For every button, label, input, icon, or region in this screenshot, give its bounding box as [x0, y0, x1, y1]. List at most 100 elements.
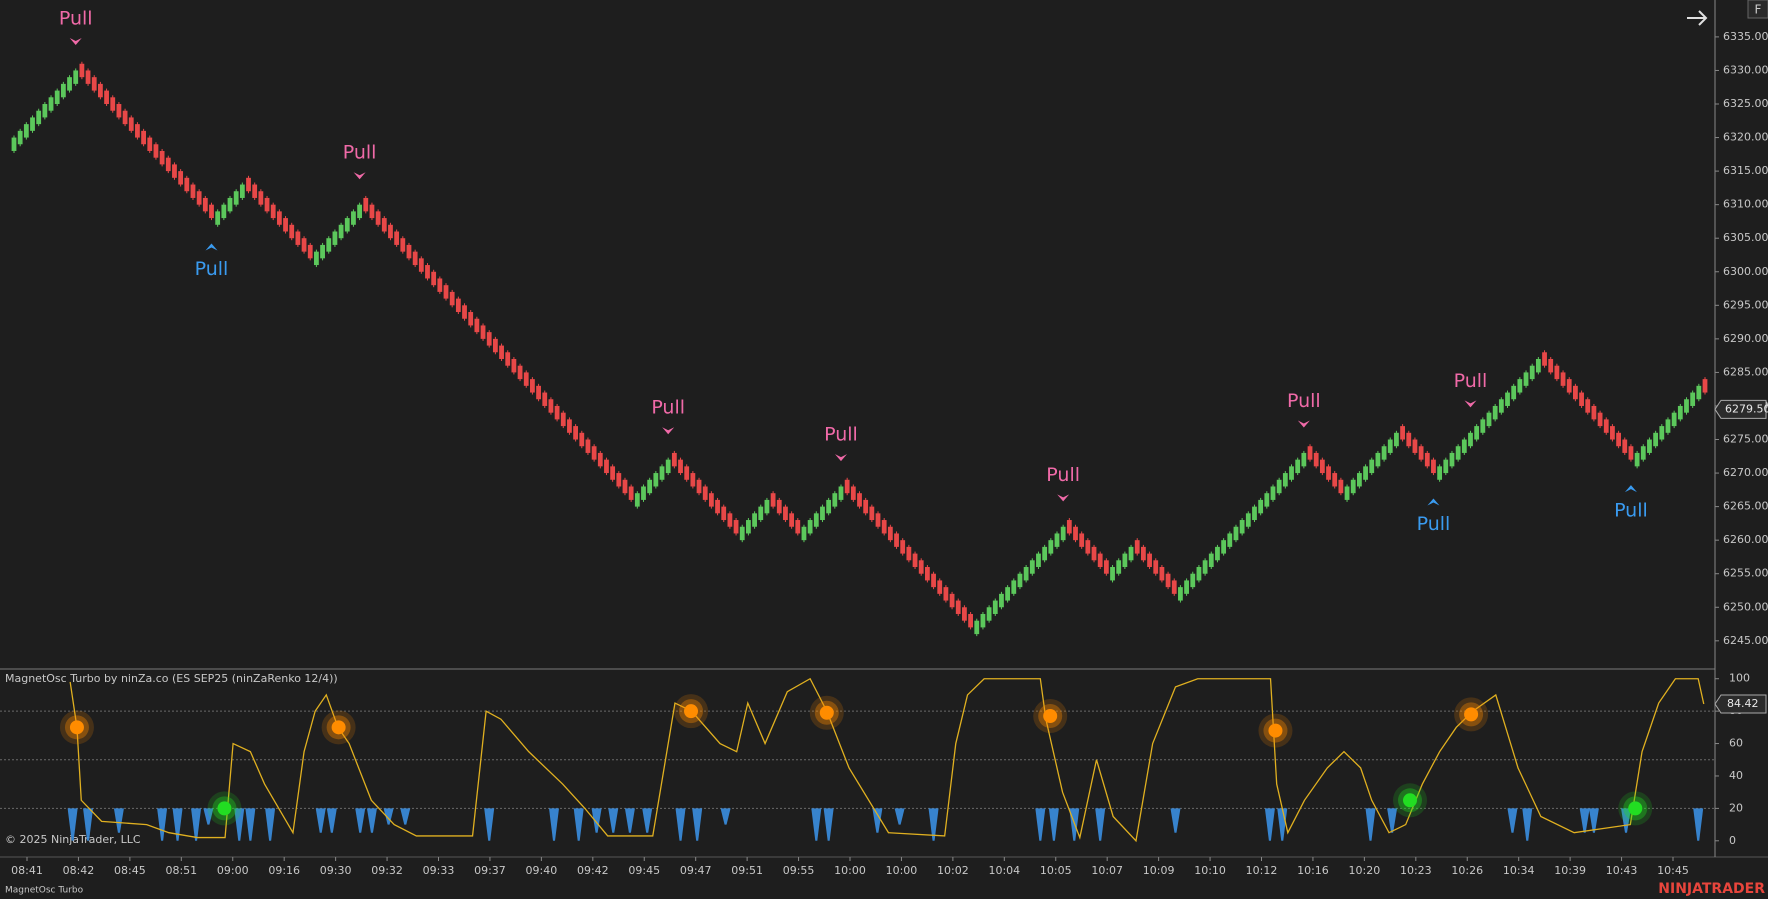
candle — [104, 90, 109, 105]
x-tick-label: 09:45 — [628, 864, 660, 877]
candle — [239, 184, 245, 198]
x-tick-label: 09:47 — [680, 864, 712, 877]
candle — [141, 130, 147, 145]
candle — [554, 405, 560, 420]
candle — [1702, 379, 1708, 393]
current-value-label: 84.42 — [1727, 697, 1759, 710]
toolbar-button-label[interactable]: F — [1755, 3, 1762, 17]
histogram-bar — [172, 808, 183, 841]
candle — [79, 63, 85, 78]
candle — [616, 473, 622, 487]
last-price-label: 6279.50 — [1725, 402, 1768, 415]
candle — [1295, 459, 1301, 474]
candle — [783, 506, 788, 521]
candle — [301, 238, 307, 252]
candle — [776, 499, 782, 514]
y-tick-label: 6265.00 — [1723, 500, 1768, 513]
candle — [1610, 426, 1615, 440]
histogram-bar — [642, 808, 653, 833]
candle — [1350, 479, 1356, 494]
x-tick-label: 09:51 — [731, 864, 763, 877]
navigate-arrow[interactable] — [1687, 10, 1708, 26]
candle — [1603, 419, 1609, 433]
candle — [838, 486, 844, 500]
signal-dot — [1628, 801, 1643, 816]
candle — [344, 218, 350, 232]
candle — [727, 513, 733, 527]
candle — [1313, 452, 1319, 467]
candle — [647, 479, 653, 494]
candle — [758, 506, 764, 521]
candle — [1159, 567, 1165, 581]
candle — [764, 499, 770, 514]
candle — [449, 291, 455, 306]
histogram-bar — [484, 808, 495, 841]
candle — [906, 546, 912, 561]
candle — [671, 452, 677, 467]
candle — [1628, 446, 1634, 460]
y-tick-label: 6295.00 — [1723, 298, 1768, 311]
histogram-bar — [1621, 808, 1632, 833]
candle — [381, 218, 387, 232]
y-tick-label: 6330.00 — [1723, 63, 1768, 76]
candle — [1171, 580, 1177, 594]
candle — [1036, 553, 1041, 568]
candle — [505, 352, 511, 366]
candle — [523, 372, 529, 386]
candle — [1498, 399, 1504, 413]
signal-dot — [1043, 709, 1058, 723]
x-tick-label: 10:16 — [1297, 864, 1329, 877]
x-tick-label: 10:02 — [937, 864, 969, 877]
candle — [1677, 405, 1683, 420]
toolbar-button[interactable] — [1747, 0, 1768, 19]
candle — [536, 385, 541, 400]
candle — [1437, 466, 1443, 480]
candle — [1387, 439, 1393, 453]
candle — [1326, 466, 1331, 480]
candle — [492, 338, 498, 353]
candle — [67, 77, 72, 91]
candle — [986, 607, 992, 621]
candle — [770, 493, 776, 507]
current-value-box — [1714, 694, 1767, 714]
candle — [832, 493, 838, 507]
candle — [1215, 546, 1220, 561]
candle — [1196, 567, 1202, 581]
signal-arrow — [1624, 485, 1637, 493]
candle — [1566, 379, 1572, 393]
candle — [1653, 432, 1659, 447]
candle — [1560, 372, 1566, 386]
candle — [1165, 573, 1171, 588]
candle — [289, 224, 295, 239]
candle — [153, 144, 159, 158]
candle — [499, 345, 504, 359]
signal-arrow — [1464, 400, 1477, 408]
candle — [980, 613, 986, 628]
candle — [746, 520, 751, 534]
candle — [122, 110, 128, 125]
candle — [1282, 473, 1288, 487]
signal-dot — [69, 720, 84, 735]
candle — [1647, 439, 1652, 453]
histogram-bar — [1264, 808, 1275, 841]
candle — [1319, 459, 1325, 474]
candle — [659, 466, 665, 480]
candle — [363, 197, 369, 212]
candle — [326, 238, 332, 252]
histogram-bar — [265, 808, 276, 841]
candle — [684, 466, 690, 480]
candle — [437, 278, 443, 292]
candle — [1116, 560, 1122, 574]
histogram-bar — [1693, 808, 1704, 841]
candle — [1375, 452, 1381, 467]
candle — [567, 419, 572, 433]
signal-label: Pull — [1614, 500, 1648, 522]
candle — [1523, 372, 1529, 386]
signal-arrow — [1427, 498, 1440, 506]
candle — [653, 473, 659, 487]
candle — [1443, 459, 1449, 474]
candle — [887, 526, 893, 541]
candle — [307, 244, 313, 259]
candle — [894, 533, 899, 547]
candle — [480, 325, 486, 339]
